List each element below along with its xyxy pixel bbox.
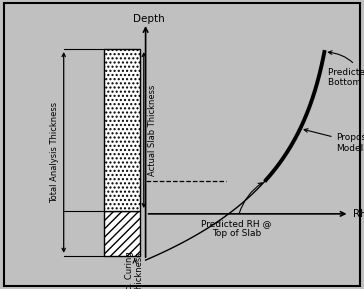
Text: Predicted RH @
Top of Slab: Predicted RH @ Top of Slab (201, 183, 272, 238)
Text: Proposed
Model: Proposed Model (304, 129, 364, 153)
Bar (104, 211, 140, 256)
Bar (104, 49, 140, 211)
Text: Total Analysis Thickness: Total Analysis Thickness (50, 102, 59, 203)
Text: Eq. Curing
Thickness: Eq. Curing Thickness (125, 251, 145, 289)
Text: RH: RH (353, 209, 364, 219)
Text: Predicted RH @
Bottom of Slab: Predicted RH @ Bottom of Slab (328, 51, 364, 87)
Text: Depth: Depth (133, 14, 165, 25)
Text: Actual Slab Thickness: Actual Slab Thickness (149, 84, 157, 176)
